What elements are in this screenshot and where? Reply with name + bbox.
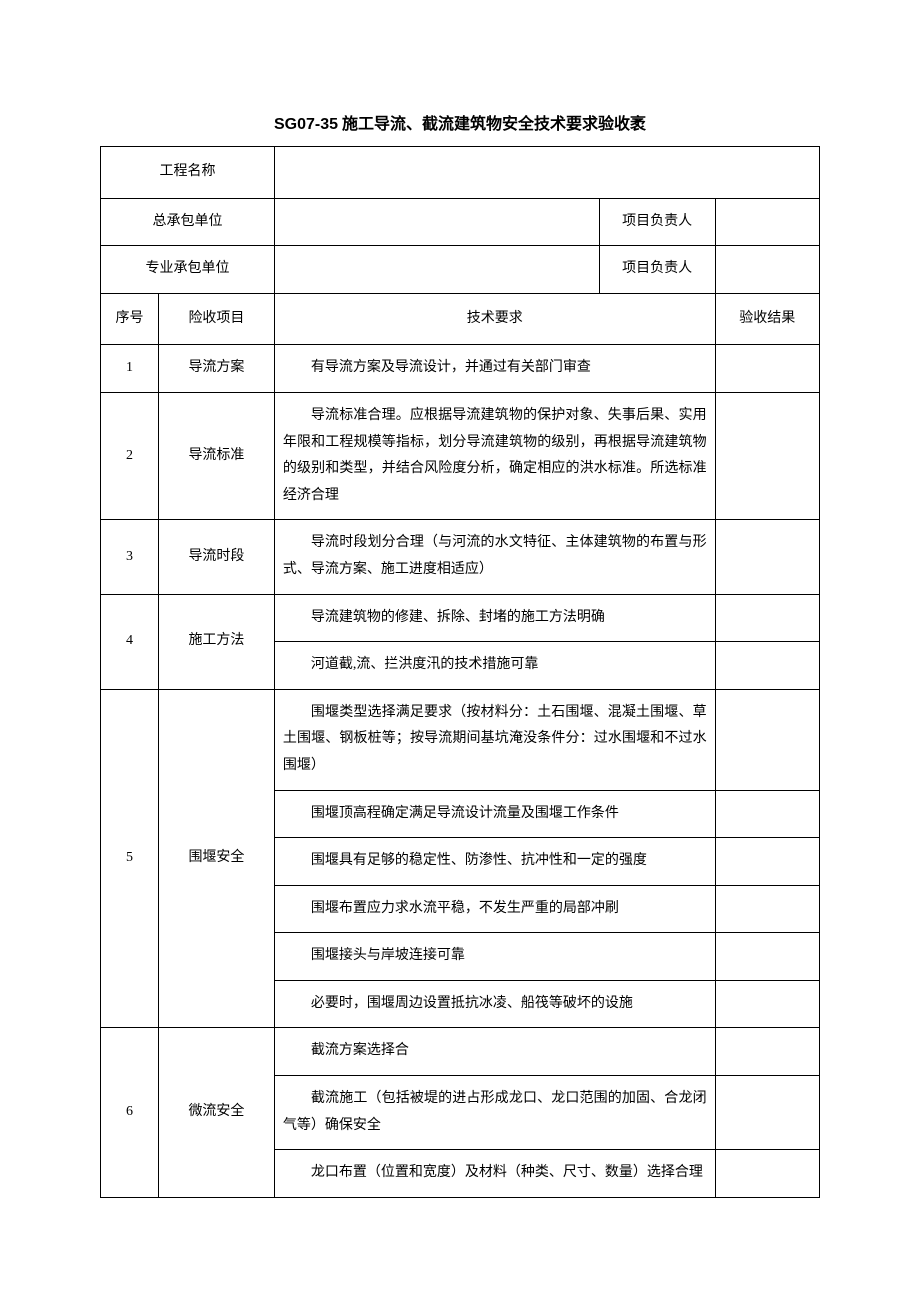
result-cell [715,520,819,594]
column-header-row: 序号 险收项目 技术要求 验收结果 [101,293,820,345]
pm1-label: 项目负责人 [599,198,715,246]
req-cell: 龙口布置（位置和宽度）及材料（种类、尺寸、数量）选择合理 [274,1150,715,1198]
result-cell [715,1028,819,1076]
project-name-label: 工程名称 [101,147,275,199]
req-cell: 有导流方案及导流设计，并通过有关部门审查 [274,345,715,393]
req-cell: 导流时段划分合理（与河流的水文特征、主体建筑物的布置与形式、导流方案、施工进度相… [274,520,715,594]
doc-code: SG07-35 [274,116,338,133]
seq-cell: 4 [101,594,159,689]
req-cell: 导流标准合理。应根据导流建筑物的保护对象、失事后果、实用年限和工程规模等指标，划… [274,392,715,519]
result-cell [715,790,819,838]
seq-cell: 2 [101,392,159,519]
table-row: 3 导流时段 导流时段划分合理（与河流的水文特征、主体建筑物的布置与形式、导流方… [101,520,820,594]
table-row: 6 微流安全 截流方案选择合 [101,1028,820,1076]
result-cell [715,933,819,981]
req-cell: 河道截,流、拦洪度汛的技术措施可靠 [274,642,715,690]
col-req: 技术要求 [274,293,715,345]
item-cell: 围堰安全 [158,689,274,1028]
item-cell: 导流标准 [158,392,274,519]
table-row: 5 围堰安全 围堰类型选择满足要求（按材料分：土石围堰、混凝土围堰、草土围堰、钢… [101,689,820,790]
acceptance-table: 工程名称 总承包单位 项目负责人 专业承包单位 项目负责人 序号 险收项目 技术… [100,146,820,1198]
result-cell [715,345,819,393]
col-item: 险收项目 [158,293,274,345]
gc-label: 总承包单位 [101,198,275,246]
seq-cell: 3 [101,520,159,594]
result-cell [715,980,819,1028]
result-cell [715,689,819,790]
req-cell: 导流建筑物的修建、拆除、封堵的施工方法明确 [274,594,715,642]
gc-value [274,198,599,246]
req-cell: 围堰接头与岸坡连接可靠 [274,933,715,981]
seq-cell: 1 [101,345,159,393]
item-cell: 导流时段 [158,520,274,594]
result-cell [715,838,819,886]
header-row-project: 工程名称 [101,147,820,199]
req-cell: 截流施工（包括被堤的进占形成龙口、龙口范围的加固、合龙闭气等）确保安全 [274,1076,715,1150]
document-title: SG07-35 施工导流、截流建筑物安全技术要求验收袤 [100,110,820,134]
req-cell: 围堰具有足够的稳定性、防渗性、抗冲性和一定的强度 [274,838,715,886]
pm2-value [715,246,819,294]
result-cell [715,1076,819,1150]
pm1-value [715,198,819,246]
col-result: 验收结果 [715,293,819,345]
req-cell: 围堰顶高程确定满足导流设计流量及围堰工作条件 [274,790,715,838]
table-row: 1 导流方案 有导流方案及导流设计，并通过有关部门审查 [101,345,820,393]
header-row-gc: 总承包单位 项目负责人 [101,198,820,246]
req-cell: 截流方案选择合 [274,1028,715,1076]
item-cell: 施工方法 [158,594,274,689]
sc-label: 专业承包单位 [101,246,275,294]
seq-cell: 6 [101,1028,159,1197]
table-row: 2 导流标准 导流标准合理。应根据导流建筑物的保护对象、失事后果、实用年限和工程… [101,392,820,519]
req-cell: 围堰布置应力求水流平稳，不发生严重的局部冲刷 [274,885,715,933]
item-cell: 导流方案 [158,345,274,393]
pm2-label: 项目负责人 [599,246,715,294]
header-row-sc: 专业承包单位 项目负责人 [101,246,820,294]
result-cell [715,642,819,690]
result-cell [715,594,819,642]
result-cell [715,1150,819,1198]
result-cell [715,392,819,519]
project-name-value [274,147,819,199]
req-cell: 必要时，围堰周边设置抵抗冰凌、船筏等破坏的设施 [274,980,715,1028]
result-cell [715,885,819,933]
col-seq: 序号 [101,293,159,345]
doc-title-text: 施工导流、截流建筑物安全技术要求验收袤 [342,116,646,133]
item-cell: 微流安全 [158,1028,274,1197]
sc-value [274,246,599,294]
req-cell: 围堰类型选择满足要求（按材料分：土石围堰、混凝土围堰、草土围堰、钢板桩等；按导流… [274,689,715,790]
seq-cell: 5 [101,689,159,1028]
table-row: 4 施工方法 导流建筑物的修建、拆除、封堵的施工方法明确 [101,594,820,642]
